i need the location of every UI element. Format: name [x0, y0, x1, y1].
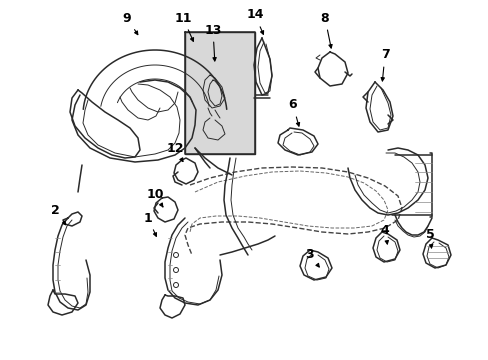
Bar	[184, 32, 254, 154]
Text: 11: 11	[174, 12, 193, 41]
Text: 4: 4	[380, 224, 388, 244]
Text: 10: 10	[146, 189, 163, 207]
Text: 14: 14	[246, 9, 263, 34]
Text: 5: 5	[425, 229, 433, 248]
Text: 9: 9	[122, 12, 138, 35]
Text: 13: 13	[204, 23, 221, 61]
Text: 12: 12	[166, 141, 183, 162]
Text: 6: 6	[288, 99, 299, 126]
Text: 2: 2	[51, 203, 65, 225]
Text: 3: 3	[305, 248, 319, 267]
Text: 8: 8	[320, 12, 331, 48]
Text: 7: 7	[380, 49, 388, 81]
Text: 1: 1	[143, 211, 156, 236]
